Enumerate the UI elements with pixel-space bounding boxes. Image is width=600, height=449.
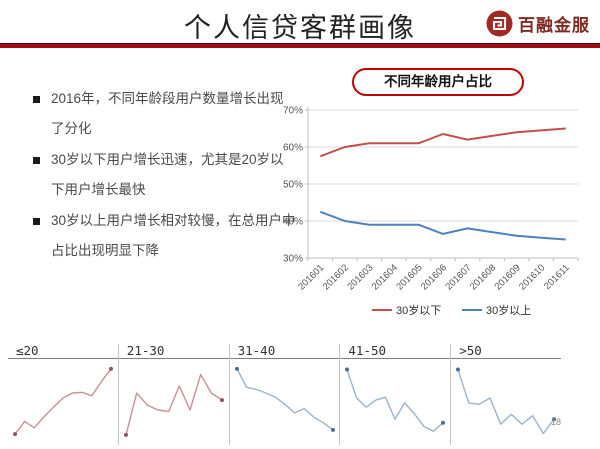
svg-text:30岁以下: 30岁以下 [396, 303, 441, 317]
svg-text:70%: 70% [283, 106, 303, 117]
sparkline-label: 31-40 [229, 344, 340, 359]
page-title: 个人信贷客群画像 [184, 13, 416, 44]
bullet-text: 30岁以下用户增长迅速，尤其是20岁以下用户增长最快 [51, 152, 284, 197]
sparkline-strip: ≤20 21-30 31-40 41-50 >50 [8, 344, 561, 445]
logo-icon [486, 10, 513, 37]
sparkline-label: >50 [451, 344, 561, 359]
page-number: 18 [551, 417, 562, 427]
svg-text:50%: 50% [283, 180, 303, 191]
sparkline-panel: 31-40 [228, 344, 340, 445]
bullet-list: 2016年，不同年龄段用户数量增长出现了分化 30岁以下用户增长迅速，尤其是20… [33, 84, 297, 267]
svg-text:201602: 201602 [321, 262, 351, 292]
svg-text:201606: 201606 [419, 262, 449, 292]
sparkline-chart [234, 366, 335, 432]
bullet-item: 30岁以上用户增长相对较慢，在总用户中占比出现明显下降 [33, 206, 297, 266]
svg-text:40%: 40% [283, 217, 303, 228]
svg-text:30岁以上: 30岁以上 [486, 303, 531, 317]
chart-title-badge: 不同年龄用户占比 [352, 68, 524, 96]
bullet-square-icon [33, 96, 40, 103]
sparkline-chart [13, 366, 113, 437]
sparkline-chart [123, 373, 224, 437]
sparkline-chart [345, 367, 446, 433]
sparkline-panel: ≤20 [8, 344, 118, 445]
svg-text:201601: 201601 [296, 262, 326, 292]
sparkline-panel: 21-30 [117, 344, 229, 445]
sparkline-chart [456, 367, 557, 435]
svg-text:201607: 201607 [443, 262, 473, 292]
svg-text:201609: 201609 [493, 262, 523, 292]
svg-text:201603: 201603 [345, 262, 375, 292]
logo-text: 百融金服 [518, 16, 590, 35]
svg-text:201611: 201611 [542, 262, 572, 292]
bullet-text: 30岁以上用户增长相对较慢，在总用户中占比出现明显下降 [51, 213, 296, 258]
bullet-item: 30岁以下用户增长迅速，尤其是20岁以下用户增长最快 [33, 145, 297, 205]
age-share-line-chart: 30%40%50%60%70%2016012016022016032016042… [283, 106, 579, 317]
logo: 百融金服 [486, 10, 590, 37]
bullet-item: 2016年，不同年龄段用户数量增长出现了分化 [33, 84, 297, 144]
svg-text:201604: 201604 [370, 262, 400, 292]
svg-text:201610: 201610 [517, 262, 547, 292]
svg-text:201608: 201608 [468, 262, 498, 292]
svg-text:201605: 201605 [394, 262, 424, 292]
svg-text:30%: 30% [283, 254, 303, 265]
bullet-square-icon [33, 157, 40, 164]
bullet-square-icon [33, 218, 40, 225]
sparkline-label: 21-30 [118, 344, 229, 359]
header-divider [0, 43, 600, 48]
sparkline-panel: >50 [450, 344, 561, 445]
sparkline-label: ≤20 [8, 344, 118, 359]
sparkline-label: 41-50 [340, 344, 451, 359]
sparkline-panel: 41-50 [339, 344, 451, 445]
bullet-text: 2016年，不同年龄段用户数量增长出现了分化 [51, 91, 284, 136]
svg-text:60%: 60% [283, 143, 303, 154]
